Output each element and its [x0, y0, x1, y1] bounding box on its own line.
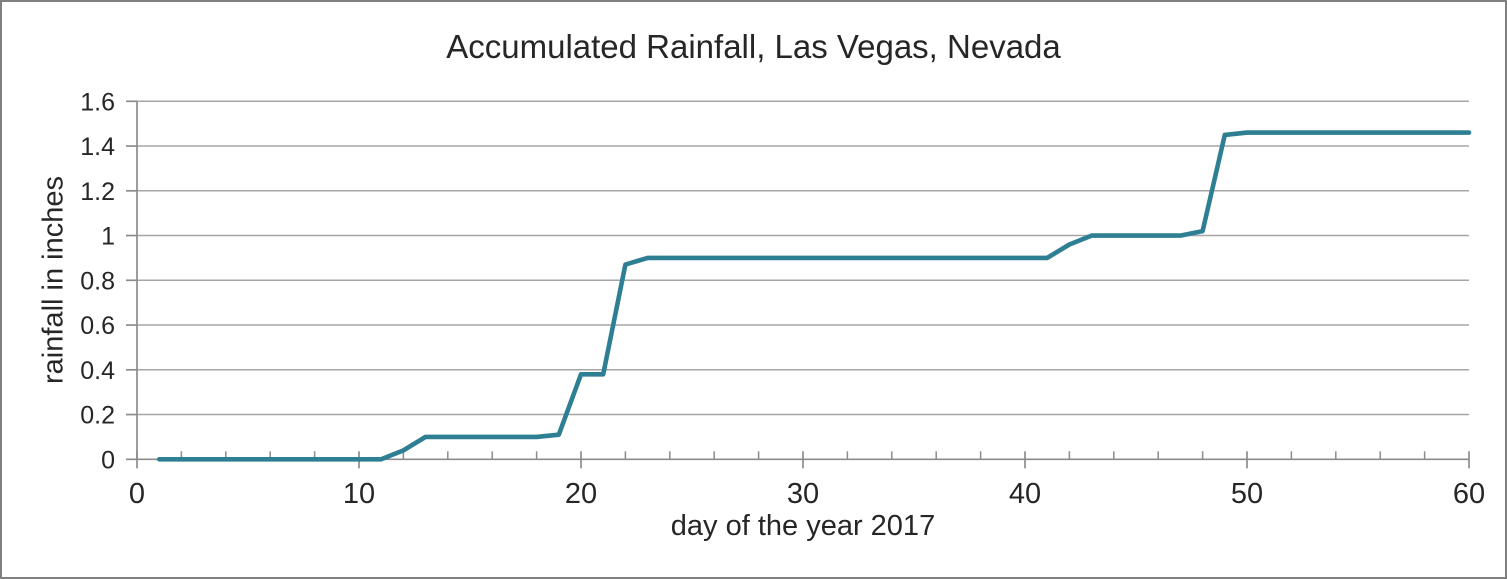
y-tick-label: 0.4 — [80, 357, 115, 385]
y-tick-label: 1.4 — [80, 133, 115, 161]
y-tick-label: 1.6 — [80, 88, 115, 116]
x-tick-label: 10 — [343, 478, 375, 510]
rainfall-line — [156, 130, 1472, 462]
x-tick-label: 50 — [1231, 478, 1263, 510]
x-axis-title: day of the year 2017 — [670, 510, 936, 542]
chart-title: Accumulated Rainfall, Las Vegas, Nevada — [446, 28, 1061, 65]
y-tick-label: 0 — [101, 446, 115, 474]
y-tick-label: 1.2 — [80, 178, 115, 206]
y-tick-label: 0.8 — [80, 267, 115, 295]
x-tick-label: 40 — [1009, 478, 1041, 510]
x-tick-label: 0 — [129, 478, 145, 510]
x-tick-label: 30 — [787, 478, 819, 510]
x-tick-label: 20 — [565, 478, 597, 510]
y-tick-label: 0.6 — [80, 312, 115, 340]
x-tick-label: 60 — [1453, 478, 1485, 510]
y-tick-label: 0.2 — [80, 402, 115, 430]
y-tick-label: 1 — [101, 223, 115, 251]
